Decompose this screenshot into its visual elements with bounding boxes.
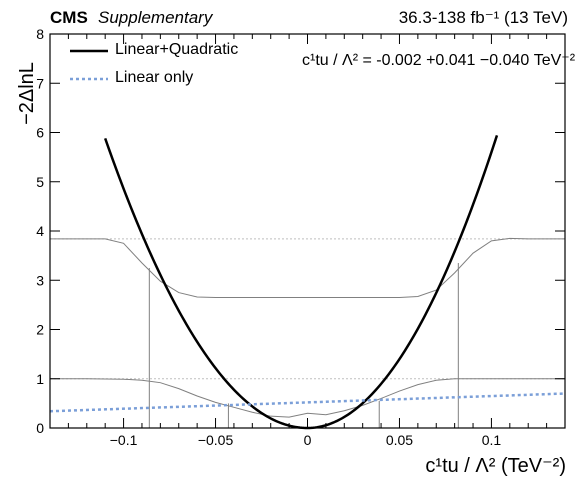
legend-label-linear-only: Linear only [115, 69, 194, 86]
x-tick-label-3: 0.05 [386, 432, 413, 448]
axis-ticks: 0 1 2 3 4 5 6 7 8 −0.1 −0.05 0 0.05 0.1 [36, 26, 566, 448]
auxiliary-curve-1 [50, 378, 565, 418]
x-axis-label: c¹tu / Λ² (TeV⁻²) [425, 455, 566, 477]
x-tick-label-1: −0.05 [198, 432, 234, 448]
y-tick-label-0: 0 [36, 420, 44, 436]
luminosity-label: 36.3-138 fb⁻¹ (13 TeV) [398, 8, 568, 27]
y-axis-label: −2ΔlnL [15, 62, 38, 125]
auxiliary-curves [50, 237, 565, 428]
y-tick-label-6: 6 [36, 125, 44, 141]
status-label: Supplementary [98, 8, 213, 27]
plot-frame [49, 33, 566, 429]
experiment-label: CMS [50, 8, 88, 27]
y-tick-label-4: 4 [36, 223, 44, 239]
x-tick-label-4: 0.1 [482, 432, 502, 448]
legend-label-linear-quadratic: Linear+Quadratic [115, 41, 239, 58]
reference-lines [50, 238, 565, 380]
y-tick-label-1: 1 [36, 371, 44, 387]
y-tick-label-5: 5 [36, 174, 44, 190]
series-layer [49, 135, 566, 430]
y-tick-label-2: 2 [36, 322, 44, 338]
y-tick-label-7: 7 [36, 75, 44, 91]
auxiliary-curve-0 [50, 237, 565, 298]
y-tick-label-3: 3 [36, 272, 44, 288]
x-tick-label-2: 0 [304, 432, 312, 448]
fit-result: c¹tu / Λ² = -0.002 +0.041 −0.040 TeV⁻² [302, 52, 576, 69]
series-linear-only [49, 392, 566, 413]
legend [70, 49, 108, 81]
y-tick-label-8: 8 [36, 26, 44, 42]
x-tick-label-0: −0.1 [110, 432, 138, 448]
